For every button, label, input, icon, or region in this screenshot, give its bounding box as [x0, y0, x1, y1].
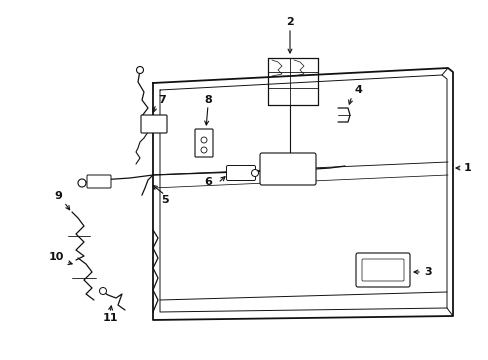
Text: 2: 2 — [285, 17, 293, 27]
Text: 3: 3 — [423, 267, 431, 277]
Circle shape — [251, 170, 258, 176]
FancyBboxPatch shape — [226, 166, 255, 180]
Text: 5: 5 — [161, 195, 168, 205]
Circle shape — [136, 67, 143, 73]
Text: 1: 1 — [463, 163, 471, 173]
Text: 6: 6 — [203, 177, 211, 187]
FancyBboxPatch shape — [260, 153, 315, 185]
Circle shape — [78, 179, 86, 187]
FancyBboxPatch shape — [361, 259, 403, 281]
Text: 7: 7 — [158, 95, 165, 105]
FancyBboxPatch shape — [141, 115, 167, 133]
Text: 9: 9 — [54, 191, 62, 201]
FancyBboxPatch shape — [355, 253, 409, 287]
Text: 8: 8 — [203, 95, 211, 105]
Text: 10: 10 — [48, 252, 63, 262]
FancyBboxPatch shape — [195, 129, 213, 157]
Text: 4: 4 — [353, 85, 361, 95]
Circle shape — [99, 288, 106, 294]
Circle shape — [201, 137, 206, 143]
Circle shape — [201, 147, 206, 153]
Text: 11: 11 — [102, 313, 118, 323]
FancyBboxPatch shape — [87, 175, 111, 188]
